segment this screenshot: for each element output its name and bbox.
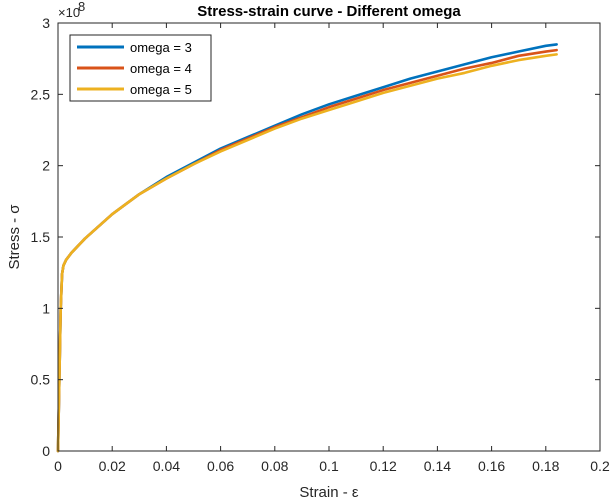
y-tick-label: 3 [42, 15, 50, 31]
x-tick-label: 0 [54, 458, 62, 474]
x-tick-label: 0.14 [424, 458, 451, 474]
x-tick-label: 0.1 [319, 458, 339, 474]
series-lines [56, 43, 558, 453]
x-tick-label: 0.12 [370, 458, 397, 474]
legend-label-3: omega = 5 [130, 82, 192, 97]
x-tick-label: 0.06 [207, 458, 234, 474]
y-tick-label: 1.5 [31, 229, 51, 245]
legend-label-1: omega = 3 [130, 40, 192, 55]
legend-label-2: omega = 4 [130, 61, 192, 76]
x-tick-label: 0.08 [261, 458, 288, 474]
y-tick-label: 1 [42, 300, 50, 316]
x-tick-label: 0.2 [590, 458, 610, 474]
x-axis-label: Strain - ε [299, 484, 359, 501]
legend: omega = 3 omega = 4 omega = 5 [69, 34, 212, 102]
y-exponent-power: 8 [78, 0, 85, 14]
x-tick-label: 0.02 [99, 458, 126, 474]
series-line-3 [56, 53, 558, 453]
y-tick-label: 2.5 [31, 86, 51, 102]
y-tick-label: 0 [42, 443, 50, 459]
x-tick-label: 0.04 [153, 458, 180, 474]
chart-title: Stress-strain curve - Different omega [197, 3, 461, 20]
y-exponent-label: ×10 8 [58, 0, 85, 20]
y-tick-label: 0.5 [31, 372, 51, 388]
y-axis-label: Stress - σ [6, 204, 23, 270]
x-tick-label: 0.16 [478, 458, 505, 474]
x-tick-label: 0.18 [532, 458, 559, 474]
y-tick-label: 2 [42, 158, 50, 174]
axes: 0 0.02 0.04 0.06 0.08 0.1 0.12 0.14 0.16 0.18 0.2 0… [31, 15, 610, 474]
y-exponent-base: ×10 [58, 5, 80, 20]
